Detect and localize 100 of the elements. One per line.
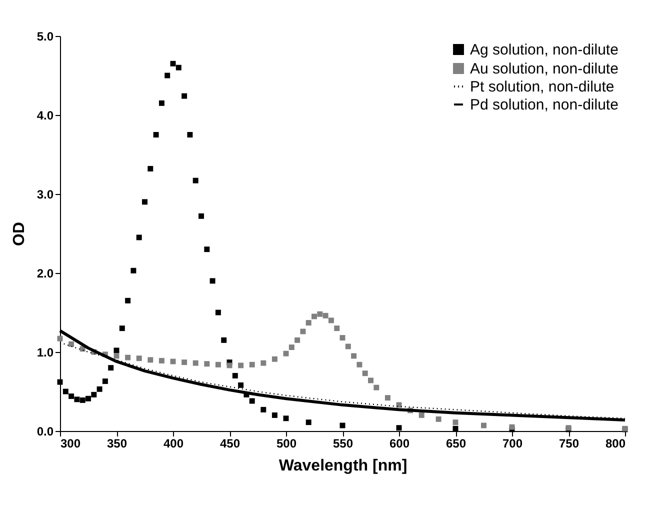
point	[102, 378, 108, 384]
point	[272, 356, 278, 362]
point	[125, 354, 131, 360]
point	[260, 406, 266, 412]
point	[57, 379, 63, 385]
point	[182, 360, 188, 366]
point	[452, 426, 458, 432]
point	[204, 246, 210, 252]
point	[119, 326, 125, 332]
x-tick-label: 600	[389, 436, 410, 450]
point	[148, 166, 154, 172]
point	[215, 362, 221, 368]
point	[374, 384, 380, 390]
point	[158, 100, 164, 106]
point	[130, 268, 136, 274]
point	[182, 93, 188, 99]
x-tick-label: 350	[106, 436, 128, 450]
point	[108, 365, 114, 371]
point	[418, 412, 424, 418]
x-tick-label: 700	[502, 436, 523, 450]
y-tick-label: 0.0	[36, 424, 54, 438]
point	[294, 337, 300, 343]
point	[170, 60, 176, 66]
point	[481, 422, 486, 428]
x-tick-label: 650	[446, 436, 466, 450]
point	[232, 372, 238, 378]
point	[221, 337, 227, 343]
x-tick-label: 800	[605, 436, 626, 450]
point	[170, 358, 176, 364]
x-tick-label: 400	[163, 436, 184, 450]
point	[368, 378, 374, 384]
point	[68, 341, 74, 347]
x-tick-label: 300	[60, 436, 81, 450]
x-axis-title: Wavelength [nm]	[278, 458, 408, 474]
point	[96, 386, 102, 392]
point	[198, 213, 204, 219]
point	[176, 64, 182, 70]
point	[62, 388, 68, 394]
point	[136, 356, 142, 362]
y-tick-label: 3.0	[36, 188, 54, 202]
y-axis-title: OD	[10, 222, 28, 246]
point	[283, 416, 289, 422]
point	[340, 422, 346, 428]
legend-label: Pt solution, non-dilute	[470, 78, 614, 96]
point	[57, 336, 63, 342]
point	[210, 278, 216, 284]
legend-label: Au solution, non-dilute	[470, 60, 618, 78]
y-tick-label: 1.0	[36, 346, 54, 360]
point	[345, 344, 351, 350]
point	[396, 425, 402, 431]
point	[153, 132, 159, 138]
point	[249, 362, 255, 368]
point	[80, 397, 86, 403]
point	[204, 361, 210, 367]
point	[192, 178, 198, 184]
point	[68, 394, 74, 399]
point	[158, 358, 164, 364]
point	[249, 398, 255, 404]
point	[356, 362, 362, 368]
point	[272, 412, 278, 418]
x-tick-label: 550	[332, 436, 354, 450]
x-tick-label: 750	[558, 436, 580, 450]
point	[164, 72, 170, 78]
point	[148, 357, 154, 363]
legend-label: Ag solution, non-dilute	[470, 42, 618, 58]
point	[436, 416, 442, 422]
legend-label: Pd solution, non-dilute	[470, 96, 618, 114]
point	[142, 199, 148, 205]
point	[362, 370, 368, 376]
point	[384, 395, 390, 401]
point	[91, 392, 97, 398]
point	[334, 326, 340, 332]
point	[306, 420, 312, 426]
point	[192, 360, 198, 366]
point	[306, 320, 312, 326]
point	[300, 328, 306, 334]
point	[136, 234, 142, 240]
point	[340, 335, 346, 341]
y-tick-label: 2.0	[36, 266, 54, 280]
point	[74, 396, 80, 402]
point	[238, 382, 244, 388]
point	[215, 310, 221, 316]
point	[238, 362, 244, 368]
point	[86, 396, 91, 402]
point	[114, 353, 120, 359]
point	[328, 318, 334, 324]
point	[125, 298, 131, 304]
x-tick-label: 500	[276, 436, 297, 450]
x-tick-label: 450	[220, 436, 240, 450]
point	[226, 362, 232, 368]
point	[288, 344, 294, 350]
point	[322, 312, 328, 318]
point	[187, 132, 193, 138]
point	[114, 348, 120, 354]
y-tick-label: 5.0	[36, 30, 54, 44]
point	[317, 311, 323, 317]
point	[509, 424, 515, 430]
point	[283, 350, 289, 356]
point	[452, 420, 458, 426]
point	[351, 353, 357, 359]
